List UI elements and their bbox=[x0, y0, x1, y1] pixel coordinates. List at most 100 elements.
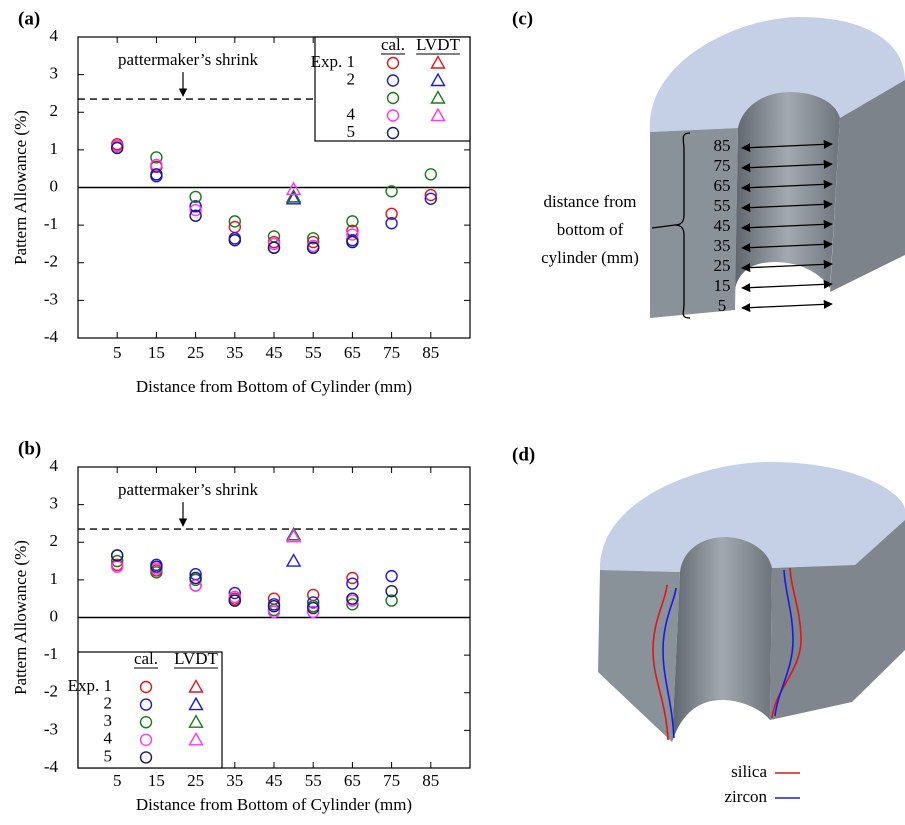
cal-point bbox=[228, 594, 242, 607]
legend-label: 3 bbox=[104, 711, 113, 730]
x-tick-label: 55 bbox=[305, 343, 322, 362]
distance-arrow bbox=[741, 259, 833, 273]
x-axis-label: Distance from Bottom of Cylinder (mm) bbox=[136, 795, 412, 814]
distance-label: 65 bbox=[714, 176, 731, 195]
lvdt-point bbox=[285, 526, 302, 541]
diagram-d: (d) silica zircon bbox=[512, 444, 905, 806]
legend-marker bbox=[188, 679, 204, 693]
x-tick-label: 35 bbox=[226, 343, 243, 362]
cal-point bbox=[150, 168, 163, 181]
legend-marker bbox=[188, 731, 204, 746]
cut-face-left bbox=[598, 570, 680, 742]
legend-label: 5 bbox=[347, 122, 356, 141]
distance-label: 75 bbox=[714, 156, 731, 175]
caption-leader bbox=[651, 224, 676, 229]
y-tick-label: 0 bbox=[50, 606, 59, 625]
distance-arrow bbox=[741, 239, 833, 253]
legend-marker bbox=[430, 55, 446, 69]
x-tick-label: 65 bbox=[344, 343, 361, 362]
distance-arrow bbox=[741, 279, 833, 293]
cal-point bbox=[385, 185, 398, 198]
cal-point bbox=[385, 207, 398, 221]
y-tick-label: -1 bbox=[44, 644, 58, 663]
lvdt-point bbox=[285, 553, 302, 567]
distance-arrow bbox=[741, 199, 833, 213]
cal-point bbox=[307, 232, 320, 245]
cal-point bbox=[346, 228, 359, 241]
cal-point bbox=[424, 168, 437, 181]
legend-marker bbox=[188, 696, 204, 711]
y-tick-label: -4 bbox=[44, 757, 59, 776]
y-tick-label: 4 bbox=[50, 26, 59, 45]
distance-label: 5 bbox=[718, 296, 727, 315]
x-tick-label: 5 bbox=[113, 771, 122, 790]
lvdt-point bbox=[285, 181, 302, 196]
cylinder-top bbox=[649, 17, 905, 132]
y-tick-label: 2 bbox=[50, 531, 59, 550]
y-tick-label: 4 bbox=[50, 456, 59, 475]
x-tick-label: 85 bbox=[422, 771, 439, 790]
y-tick-label: -1 bbox=[44, 214, 58, 233]
distance-arrow bbox=[741, 299, 833, 313]
legend-marker bbox=[430, 90, 446, 104]
cylinder-bore bbox=[672, 537, 772, 742]
x-tick-label: 75 bbox=[383, 771, 400, 790]
silica-profile bbox=[652, 584, 669, 741]
panel-label: (c) bbox=[512, 8, 533, 29]
cal-point bbox=[385, 584, 398, 598]
distance-label: 35 bbox=[714, 236, 731, 255]
lvdt-point bbox=[285, 190, 302, 205]
cal-point bbox=[189, 579, 202, 592]
cal-point bbox=[307, 605, 320, 619]
cal-point bbox=[228, 590, 242, 604]
cal-point bbox=[228, 233, 242, 247]
distance-arrow bbox=[741, 159, 833, 173]
distance-arrow bbox=[741, 179, 833, 193]
x-tick-label: 25 bbox=[187, 343, 204, 362]
distance-label: 55 bbox=[714, 196, 731, 215]
y-tick-label: -3 bbox=[44, 719, 58, 738]
cal-point bbox=[385, 217, 398, 230]
cal-point bbox=[346, 592, 359, 605]
legend-label: 2 bbox=[347, 69, 356, 88]
x-tick-label: 55 bbox=[305, 771, 322, 790]
caption-line: distance from bbox=[544, 192, 637, 211]
legend-marker bbox=[386, 91, 400, 105]
legend-label: 4 bbox=[104, 729, 113, 748]
cal-point bbox=[110, 554, 124, 568]
distance-label: 15 bbox=[714, 276, 731, 295]
legend-marker bbox=[430, 107, 446, 122]
cal-point bbox=[346, 598, 359, 611]
cal-point bbox=[150, 566, 163, 579]
cut-face-left bbox=[650, 128, 738, 318]
cal-point bbox=[189, 190, 202, 204]
legend-header: LVDT bbox=[174, 649, 218, 668]
legend-marker bbox=[188, 714, 204, 728]
cal-point bbox=[267, 237, 281, 251]
distance-arrow bbox=[741, 139, 833, 153]
x-tick-label: 5 bbox=[113, 343, 122, 362]
cal-point bbox=[110, 141, 124, 155]
cal-point bbox=[385, 569, 398, 583]
distance-arrow bbox=[741, 219, 833, 233]
x-tick-label: 15 bbox=[148, 343, 165, 362]
cal-point bbox=[307, 596, 320, 609]
legend-marker bbox=[386, 56, 400, 70]
x-tick-label: 45 bbox=[266, 771, 283, 790]
caption-line: cylinder (mm) bbox=[541, 248, 639, 267]
x-tick-label: 25 bbox=[187, 771, 204, 790]
y-tick-label: -4 bbox=[44, 327, 59, 346]
cal-point bbox=[189, 203, 202, 217]
y-tick-label: 3 bbox=[50, 494, 59, 513]
cut-face-right bbox=[770, 520, 905, 720]
cal-point bbox=[189, 200, 202, 213]
y-tick-label: 3 bbox=[50, 64, 59, 83]
x-tick-label: 35 bbox=[226, 771, 243, 790]
cut-face-right bbox=[830, 80, 905, 292]
y-tick-label: 2 bbox=[50, 101, 59, 120]
cal-point bbox=[189, 571, 202, 585]
legend-marker bbox=[386, 74, 400, 87]
